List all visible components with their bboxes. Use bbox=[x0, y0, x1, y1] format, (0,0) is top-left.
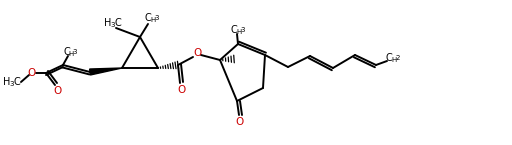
Text: C: C bbox=[63, 47, 70, 57]
Text: H: H bbox=[104, 18, 112, 28]
Text: 3: 3 bbox=[155, 15, 159, 21]
Text: H: H bbox=[69, 51, 74, 57]
Text: H: H bbox=[151, 17, 156, 23]
Text: 3: 3 bbox=[73, 49, 77, 55]
Text: 3: 3 bbox=[111, 22, 115, 28]
Text: H: H bbox=[391, 57, 397, 63]
Text: C: C bbox=[115, 18, 121, 28]
Text: O: O bbox=[178, 85, 186, 95]
Text: 2: 2 bbox=[396, 55, 400, 61]
Text: C: C bbox=[144, 13, 152, 23]
Text: H: H bbox=[237, 29, 242, 35]
Text: O: O bbox=[54, 86, 62, 96]
Text: H: H bbox=[3, 77, 11, 87]
Text: 3: 3 bbox=[241, 27, 245, 33]
Polygon shape bbox=[90, 68, 122, 75]
Text: O: O bbox=[28, 68, 36, 78]
Text: C: C bbox=[14, 77, 20, 87]
Text: 3: 3 bbox=[10, 81, 14, 87]
Text: O: O bbox=[193, 48, 201, 58]
Text: C: C bbox=[386, 53, 392, 63]
Text: O: O bbox=[236, 117, 244, 127]
Text: C: C bbox=[230, 25, 238, 35]
